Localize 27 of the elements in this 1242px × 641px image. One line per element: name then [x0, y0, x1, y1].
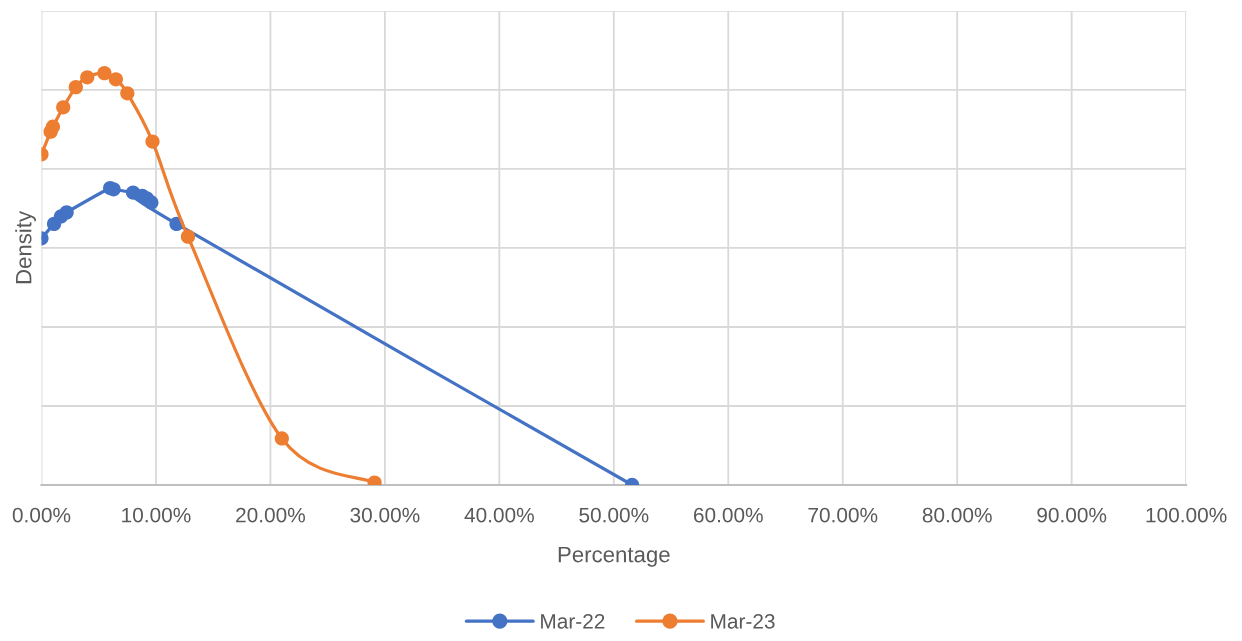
x-tick-label: 30.00% [350, 507, 420, 523]
x-tick-label: 0.00% [12, 507, 71, 523]
x-tick-label: 70.00% [808, 507, 878, 523]
y-axis-title: Density [15, 210, 36, 284]
x-tick-label: 80.00% [922, 507, 992, 523]
x-tick-label: 40.00% [464, 507, 534, 523]
point [80, 70, 95, 85]
point [120, 86, 135, 101]
point [97, 66, 112, 81]
point [68, 80, 83, 95]
x-tick-label: 20.00% [236, 507, 305, 523]
x-tick-label: 10.00% [122, 507, 191, 523]
x-tick-label: 50.00% [579, 507, 649, 523]
point [180, 229, 196, 244]
point [59, 205, 74, 220]
point [145, 134, 160, 149]
point [108, 72, 123, 87]
x-tick-label: 60.00% [693, 507, 763, 523]
point [144, 195, 159, 210]
legend-label: Mar-22 [541, 613, 605, 629]
x-tick-label: 90.00% [1037, 507, 1107, 523]
point [274, 431, 289, 446]
point [56, 100, 71, 115]
x-tick-label: 100.00% [1146, 507, 1227, 523]
x-axis-title: Percentage [558, 546, 670, 567]
legend-label: Mar-23 [711, 613, 775, 629]
point [45, 119, 61, 134]
